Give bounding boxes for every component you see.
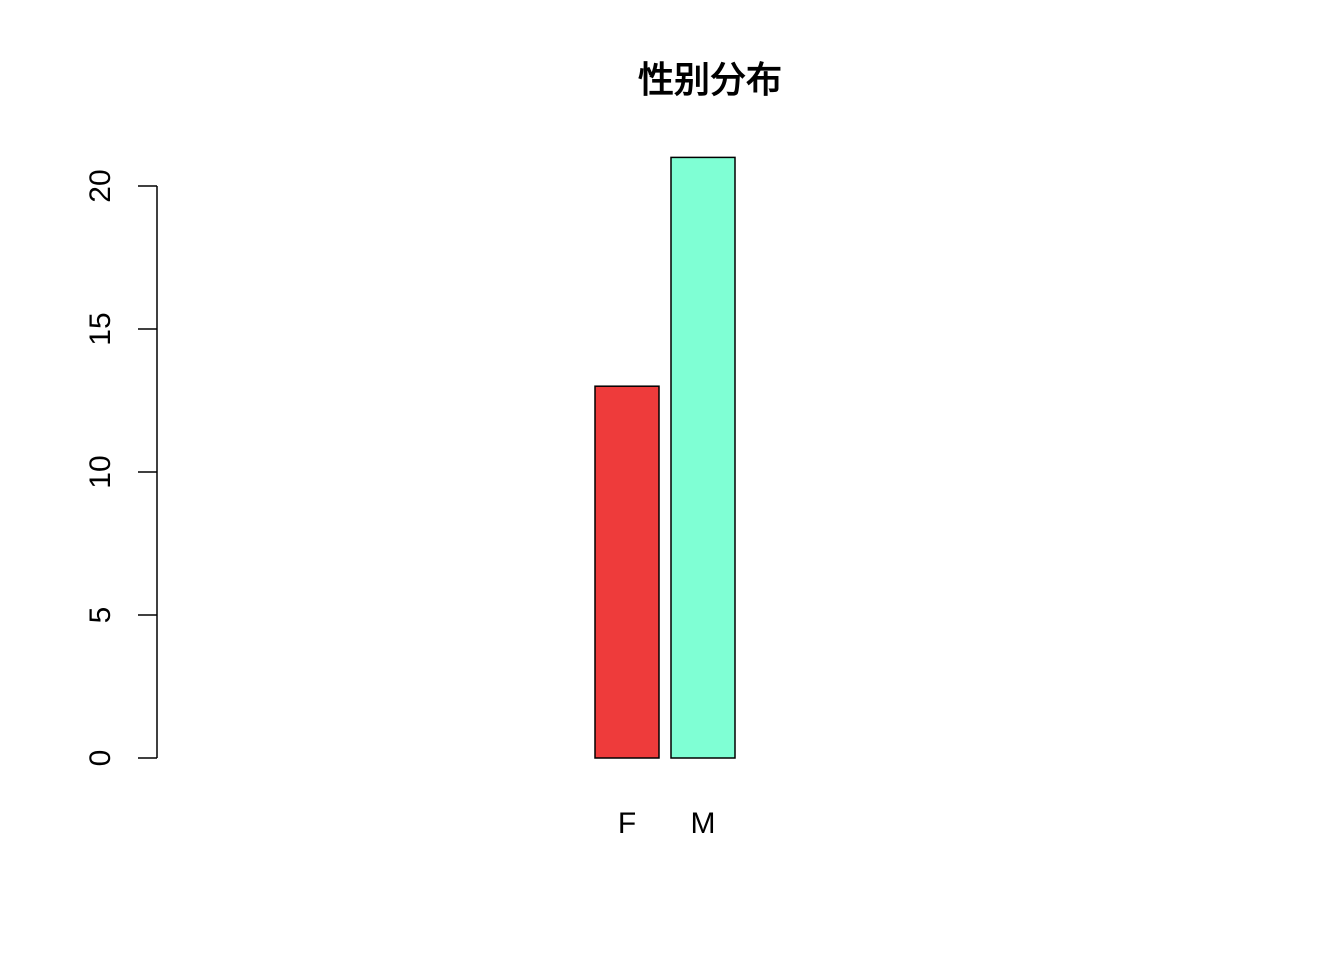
y-tick-label: 10	[84, 455, 117, 488]
bars	[594, 156, 736, 759]
y-tick-label: 20	[84, 169, 117, 202]
y-tick-label: 5	[84, 607, 117, 624]
bar-m	[670, 156, 736, 759]
x-category-label: M	[691, 807, 716, 840]
chart-title: 性别分布	[638, 59, 782, 101]
y-tick-label: 15	[84, 312, 117, 345]
x-category-label: F	[618, 807, 636, 840]
y-axis: 0 5 10 15 20	[84, 169, 158, 767]
bar-f	[594, 385, 660, 759]
y-tick-label: 0	[84, 750, 117, 767]
